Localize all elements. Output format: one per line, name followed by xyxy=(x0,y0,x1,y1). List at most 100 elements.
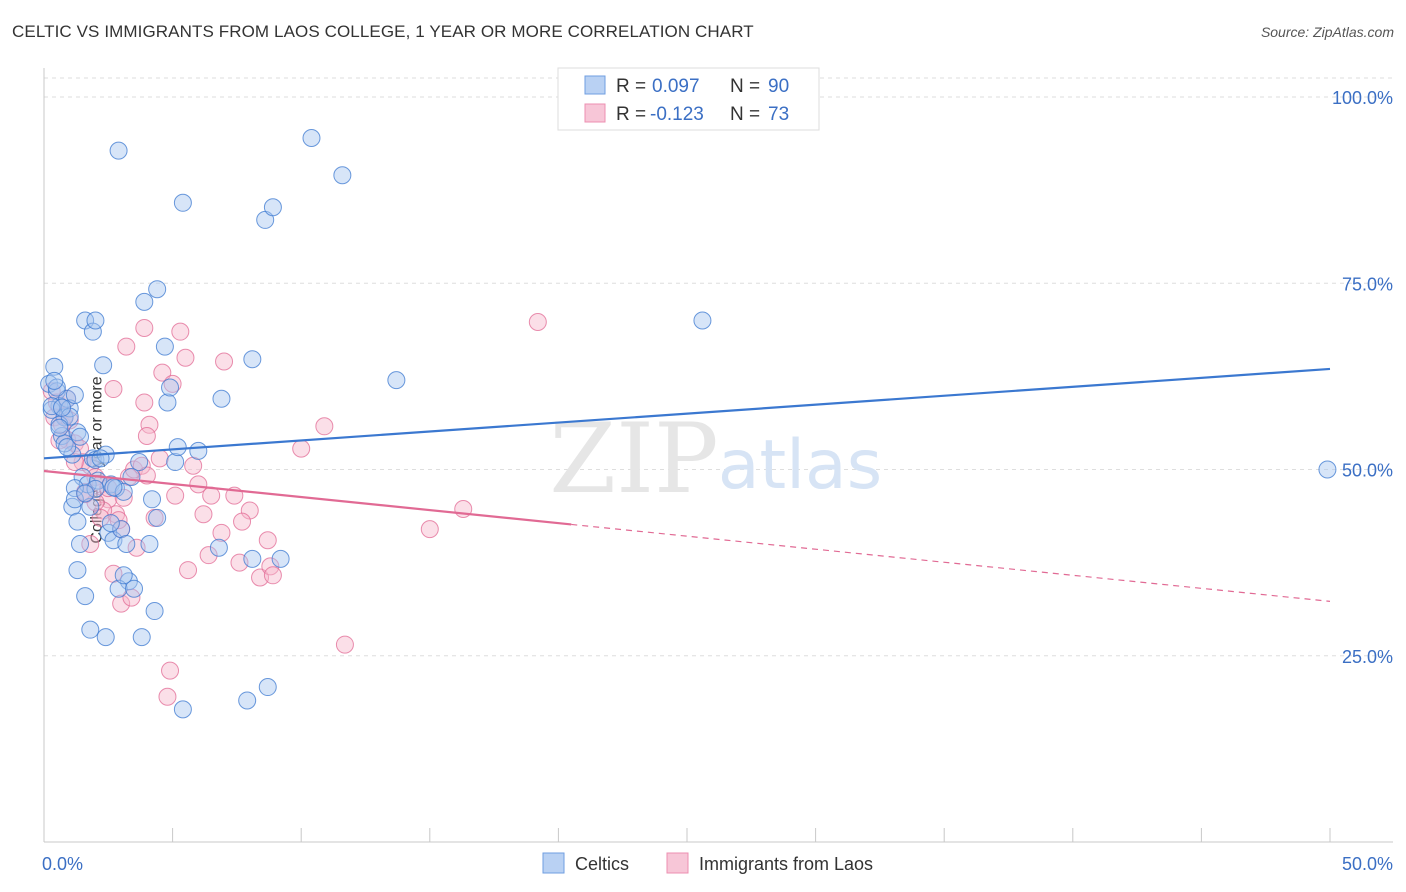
legend-top-n-value-celtics: 90 xyxy=(768,76,789,97)
point-celtics-82 xyxy=(122,467,141,486)
point-celtics-24 xyxy=(68,512,87,531)
legend-top-n-label-celtics: N = xyxy=(730,76,760,97)
point-celtics-47 xyxy=(155,337,174,356)
y-tick-label-3: 100.0% xyxy=(1332,88,1393,108)
point-celtics-55 xyxy=(173,193,192,212)
point-celtics-77 xyxy=(104,478,123,497)
point-celtics-22 xyxy=(114,482,133,501)
point-celtics-34 xyxy=(125,579,144,598)
x-tick-label-0: 0.0% xyxy=(42,854,83,874)
point-celtics-25 xyxy=(71,535,90,553)
point-laos-19 xyxy=(137,426,156,445)
point-celtics-46 xyxy=(168,438,187,457)
point-celtics-27 xyxy=(76,587,95,606)
point-celtics-43 xyxy=(166,453,185,472)
point-laos-20 xyxy=(135,393,154,412)
point-celtics-37 xyxy=(96,628,115,647)
chart-source: Source: ZipAtlas.com xyxy=(1260,24,1394,40)
point-laos-26 xyxy=(104,380,123,399)
trend-lines xyxy=(43,367,1331,602)
trend-line-laos xyxy=(43,469,572,526)
point-laos-33 xyxy=(212,523,231,542)
point-laos-49 xyxy=(158,687,177,706)
point-celtics-83 xyxy=(50,418,69,437)
point-celtics-1 xyxy=(45,357,64,376)
legend-top-r-label-celtics: R = xyxy=(616,76,646,97)
point-laos-48 xyxy=(161,661,180,680)
grid-lines xyxy=(44,77,1393,657)
series-celtics-points xyxy=(40,128,1337,719)
point-laos-24 xyxy=(171,322,190,341)
trend-line-laos-dashed xyxy=(571,523,1331,602)
point-laos-53 xyxy=(81,535,100,553)
legend-top-swatch-celtics xyxy=(584,75,606,95)
legend-bottom-swatch-laos xyxy=(666,852,689,874)
point-laos-65 xyxy=(194,505,213,524)
point-laos-25 xyxy=(117,337,136,356)
point-celtics-71 xyxy=(1318,460,1337,479)
point-celtics-39 xyxy=(140,535,159,553)
point-celtics-84 xyxy=(86,479,105,498)
point-laos-23 xyxy=(176,348,195,367)
point-celtics-40 xyxy=(143,490,162,509)
y-tick-label-0: 25.0% xyxy=(1342,647,1393,667)
point-celtics-61 xyxy=(243,549,262,568)
trend-line-celtics xyxy=(43,367,1331,460)
point-celtics-64 xyxy=(271,549,290,568)
point-celtics-52 xyxy=(86,311,105,330)
legend-top-r-value-laos: -0.123 xyxy=(650,104,704,125)
point-celtics-36 xyxy=(81,620,100,639)
point-celtics-31 xyxy=(117,535,136,553)
y-tick-label-2: 75.0% xyxy=(1342,274,1393,294)
legend-top-swatch-laos xyxy=(584,103,606,123)
point-celtics-85 xyxy=(76,484,95,503)
point-celtics-66 xyxy=(263,198,282,217)
chart-title: CELTIC VS IMMIGRANTS FROM LAOS COLLEGE, … xyxy=(12,22,754,41)
point-celtics-33 xyxy=(109,579,128,598)
watermark-zip: ZIP xyxy=(549,403,718,515)
point-celtics-88 xyxy=(53,398,72,417)
legend-top-r-value-celtics: 0.097 xyxy=(652,76,700,97)
point-laos-66 xyxy=(150,449,169,468)
point-laos-27 xyxy=(135,318,154,337)
watermark: ZIP atlas xyxy=(549,403,882,515)
point-celtics-69 xyxy=(387,371,406,390)
point-laos-55 xyxy=(199,546,218,565)
axes xyxy=(43,68,1393,843)
legend-bottom-label-laos: Immigrants from Laos xyxy=(699,854,873,874)
point-laos-58 xyxy=(65,453,84,472)
point-laos-47 xyxy=(528,312,547,331)
legend-top: R = 0.097 N = 90 R = -0.123 N = 73 xyxy=(557,67,820,131)
point-celtics-68 xyxy=(333,166,352,185)
point-celtics-70 xyxy=(693,311,712,330)
legend-top-r-label-laos: R = xyxy=(616,104,646,125)
point-celtics-26 xyxy=(68,561,87,580)
point-celtics-87 xyxy=(101,514,120,533)
point-celtics-89 xyxy=(65,386,84,404)
point-celtics-48 xyxy=(135,292,154,311)
point-celtics-56 xyxy=(173,700,192,719)
point-celtics-76 xyxy=(91,449,110,468)
watermark-atlas: atlas xyxy=(718,426,882,505)
point-laos-18 xyxy=(140,415,159,434)
point-celtics-16 xyxy=(81,497,100,516)
point-laos-39 xyxy=(258,531,277,550)
point-celtics-41 xyxy=(145,602,164,621)
legend-top-n-label-laos: N = xyxy=(730,104,760,125)
legend-bottom: Celtics Immigrants from Laos xyxy=(542,852,873,874)
point-celtics-86 xyxy=(132,628,151,647)
series-immigrants-points xyxy=(42,312,547,706)
point-celtics-35 xyxy=(114,566,133,585)
point-celtics-51 xyxy=(83,322,102,341)
point-celtics-81 xyxy=(65,490,84,509)
point-celtics-44 xyxy=(158,393,177,412)
point-celtics-54 xyxy=(109,141,128,160)
point-celtics-59 xyxy=(212,389,231,408)
legend-bottom-swatch-celtics xyxy=(542,852,565,874)
point-celtics-49 xyxy=(148,280,167,299)
point-celtics-57 xyxy=(189,441,208,460)
point-laos-41 xyxy=(263,566,282,585)
point-laos-31 xyxy=(189,475,208,494)
y-tick-label-1: 50.0% xyxy=(1342,461,1393,481)
